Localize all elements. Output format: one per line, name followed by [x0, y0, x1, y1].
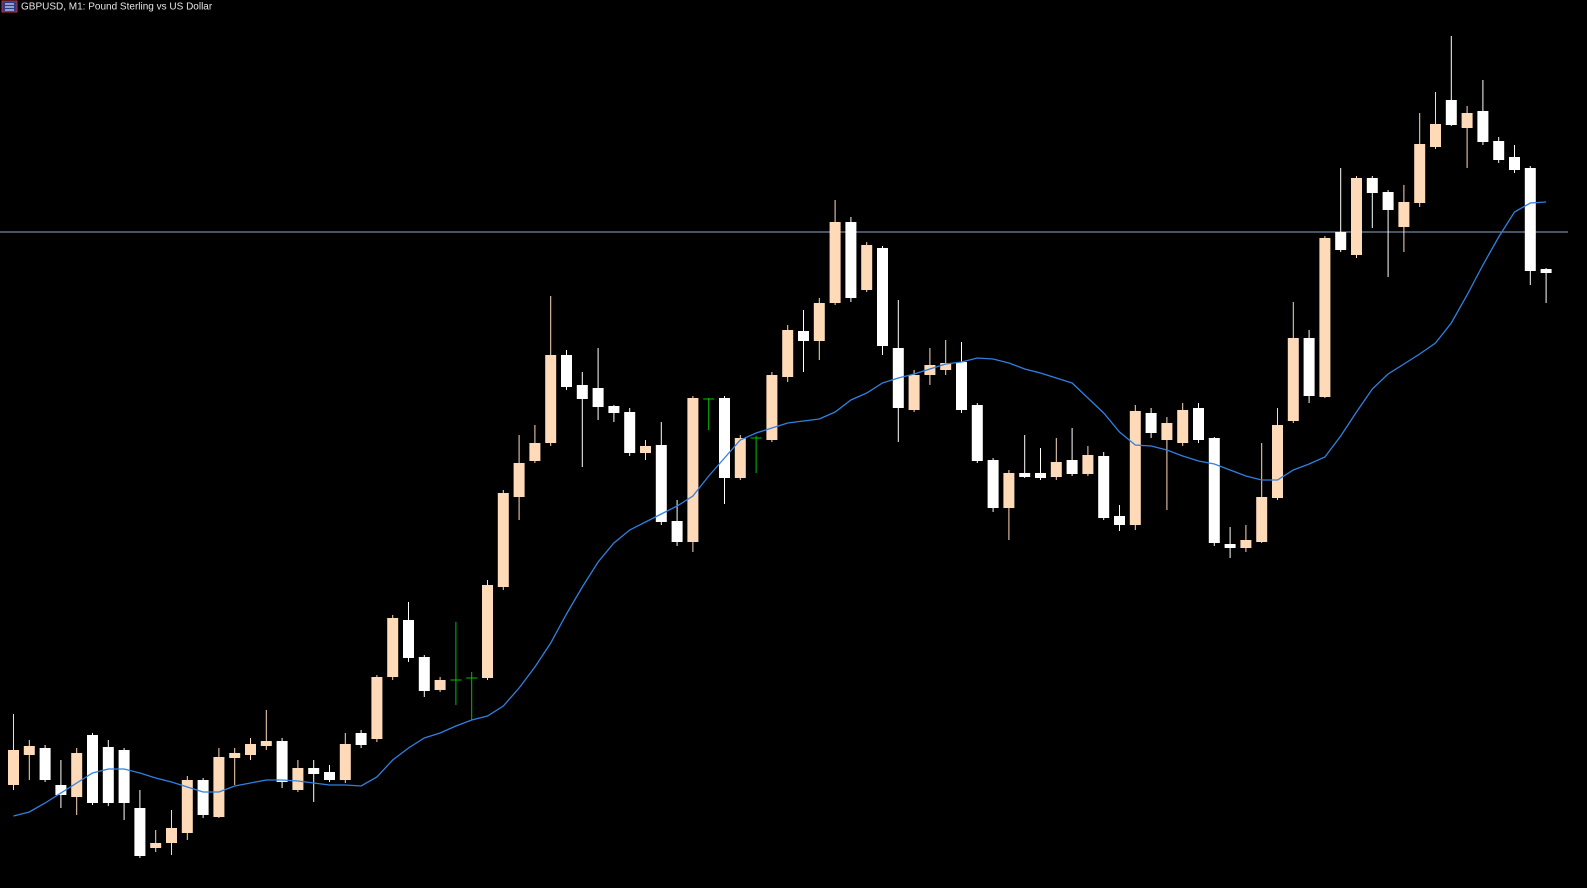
candle-body [260, 741, 272, 746]
candle-body [1382, 192, 1394, 210]
candle-body [1445, 100, 1457, 125]
candle-body [8, 750, 19, 785]
candle-body [434, 680, 446, 690]
candle-body [956, 362, 967, 410]
candle-body [308, 768, 320, 774]
candle-body [134, 808, 146, 856]
candle-body [181, 780, 193, 833]
candle-body [1366, 178, 1378, 193]
candle-body [1335, 232, 1347, 250]
candle-body [1414, 144, 1426, 203]
candle-body [845, 222, 857, 298]
candle-body [687, 398, 699, 542]
candle-body [1114, 516, 1125, 525]
candle-body [1035, 473, 1046, 478]
candle-body [1224, 544, 1236, 548]
candle-body [403, 620, 414, 658]
candle-body [529, 443, 541, 461]
candle-body [166, 828, 177, 843]
symbol-icon [1, 0, 18, 13]
candle-body [1050, 462, 1062, 477]
candle-body [1129, 411, 1141, 525]
candle-body [39, 748, 51, 780]
candle-body [102, 747, 114, 803]
candle-body [1193, 408, 1204, 440]
candle-body [213, 757, 225, 817]
candle-body [798, 331, 809, 341]
candle-body [766, 375, 778, 440]
candle-body [1493, 141, 1505, 160]
candle-body [640, 446, 651, 453]
candle-body [245, 744, 256, 755]
candle-body [324, 772, 335, 780]
candle-body [545, 355, 557, 443]
candle-body [1524, 168, 1536, 271]
candle-body [1082, 455, 1094, 474]
candle-body [561, 355, 572, 387]
candle-body [987, 460, 999, 508]
candle-body [576, 385, 588, 399]
candle-body [1272, 425, 1283, 498]
candle-body [229, 753, 241, 758]
candle-body [782, 330, 794, 377]
candle-body [118, 750, 130, 803]
candle-body [813, 303, 825, 341]
candle-body [624, 412, 636, 453]
candle-body [1540, 269, 1552, 273]
moving-average-line [13, 201, 1547, 817]
candle-body [1066, 460, 1078, 474]
candle-body [1256, 497, 1268, 542]
candle-body [482, 585, 493, 678]
candle-body [1319, 238, 1331, 397]
candle-body [592, 388, 604, 407]
candle-body [513, 463, 525, 497]
candle-body [1003, 473, 1015, 508]
candle-body [877, 248, 888, 346]
candle-body [1287, 338, 1299, 421]
chart: GBPUSD, M1: Pound Sterling vs US Dollar [0, 0, 1568, 858]
candle-body [87, 735, 98, 803]
candle-body [924, 365, 936, 375]
candle-body [608, 406, 620, 413]
candle-body [1477, 111, 1489, 142]
candle-body [1509, 157, 1520, 170]
candle-body [829, 222, 841, 303]
candle-body [940, 363, 952, 370]
candle-body [655, 445, 667, 522]
candle-body [861, 245, 873, 290]
candle-body [908, 375, 920, 410]
candle-body [387, 618, 399, 677]
candle-body [292, 768, 304, 790]
candle-body [1145, 413, 1157, 433]
candle-body [734, 438, 746, 478]
candle-body [671, 521, 683, 542]
candle-body [1098, 456, 1110, 518]
candle-body [497, 493, 509, 587]
candle-body [1430, 124, 1441, 147]
candle-body [1240, 540, 1252, 548]
chart-title: GBPUSD, M1: Pound Sterling vs US Dollar [21, 2, 213, 13]
candle-body [1161, 423, 1173, 440]
candle-body [371, 677, 383, 739]
candle-body [418, 657, 430, 691]
candle-body [719, 398, 730, 478]
candle-body [23, 746, 35, 755]
candle-body [1461, 113, 1473, 128]
candle-body [1303, 338, 1315, 396]
candle-body [355, 733, 367, 745]
candle-body [1019, 473, 1031, 477]
candle-body [150, 843, 162, 848]
candle-body [339, 744, 351, 780]
candle-body [971, 405, 983, 461]
candle-body [1177, 410, 1189, 443]
candle-body [55, 785, 67, 795]
candle-body [197, 780, 209, 815]
candle-body [276, 741, 288, 782]
candle-body [1208, 438, 1220, 543]
candle-body [1398, 202, 1410, 227]
candle-body [71, 753, 83, 797]
candle-body [1351, 178, 1362, 255]
